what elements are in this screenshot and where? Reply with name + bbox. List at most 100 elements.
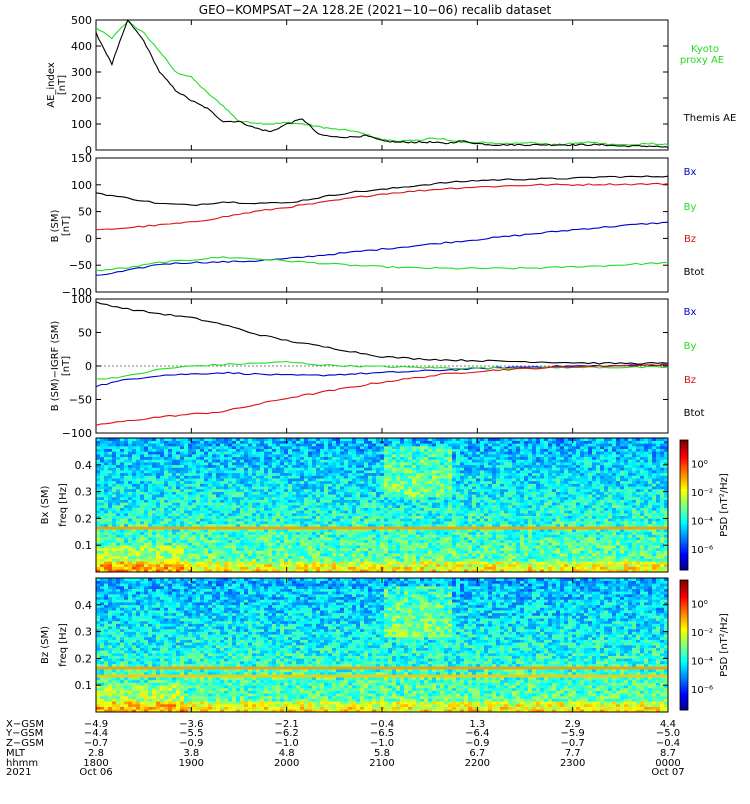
bx-spectrogram-cell bbox=[212, 457, 216, 460]
bx-spectrogram-cell bbox=[200, 548, 204, 551]
bx-spectrogram-cell bbox=[284, 510, 288, 513]
bx-spectrogram-cell bbox=[164, 521, 168, 524]
bx-spectrogram-cell bbox=[96, 500, 100, 503]
bx-spectrogram-cell bbox=[152, 470, 156, 473]
bx-spectrogram-cell bbox=[456, 457, 460, 460]
bx-spectrogram-cell bbox=[116, 497, 120, 500]
bx-spectrogram-cell bbox=[380, 470, 384, 473]
bx-spectrogram-cell bbox=[472, 513, 476, 516]
bx-spectrogram-cell bbox=[344, 502, 348, 505]
bx-spectrogram-cell bbox=[456, 524, 460, 527]
bx-spectrogram-cell bbox=[264, 518, 268, 521]
bx-spectrogram-cell bbox=[300, 497, 304, 500]
bx-spectrogram-cell bbox=[264, 540, 268, 543]
bx-spectrogram-cell bbox=[252, 454, 256, 457]
bx-spectrogram-cell bbox=[144, 494, 148, 497]
bx-spectrogram-cell bbox=[292, 551, 296, 554]
bx-spectrogram-cell bbox=[284, 561, 288, 564]
bx-spectrogram-cell bbox=[468, 545, 472, 548]
bx-spectrogram-cell bbox=[184, 481, 188, 484]
bx-spectrogram-cell bbox=[236, 510, 240, 513]
bx-spectrogram-cell bbox=[180, 478, 184, 481]
bx-spectrogram-cell bbox=[156, 489, 160, 492]
bx-spectrogram-cell bbox=[124, 529, 128, 532]
bx-spectrogram-cell bbox=[168, 540, 172, 543]
bx-spectrogram-cell bbox=[232, 559, 236, 562]
bx-spectrogram-cell bbox=[360, 526, 364, 529]
bx-spectrogram-cell bbox=[356, 524, 360, 527]
bx-spectrogram-cell bbox=[300, 459, 304, 462]
b-sm-yunit: [nT] bbox=[61, 216, 72, 236]
bx-spectrogram-cell bbox=[272, 513, 276, 516]
bx-spectrogram-cell bbox=[164, 500, 168, 503]
bx-spectrogram-cell bbox=[372, 508, 376, 511]
bx-spectrogram-cell bbox=[304, 505, 308, 508]
bx-spectrogram-cell bbox=[364, 473, 368, 476]
bx-spectrogram-cell bbox=[420, 454, 424, 457]
bx-spectrogram-cell bbox=[244, 467, 248, 470]
bx-spectrogram-cell bbox=[192, 446, 196, 449]
bx-spectrogram-cell bbox=[340, 459, 344, 462]
bx-spectrogram-cell bbox=[204, 502, 208, 505]
bx-spectrogram-cell bbox=[212, 553, 216, 556]
bx-spectrogram-cell bbox=[424, 548, 428, 551]
bx-spectrogram-cell bbox=[152, 494, 156, 497]
bx-spectrogram-cell bbox=[428, 508, 432, 511]
bx-spectrogram-cell bbox=[380, 476, 384, 479]
bx-spectrogram-cell bbox=[360, 559, 364, 562]
bx-spectrogram-cell bbox=[272, 526, 276, 529]
bx-spectrogram-cell bbox=[220, 459, 224, 462]
bx-spectrogram-cell bbox=[192, 478, 196, 481]
bx-spectrogram-cell bbox=[196, 559, 200, 562]
bx-spectrogram-cell bbox=[184, 454, 188, 457]
bx-spectrogram-cell bbox=[332, 537, 336, 540]
bx-spectrogram-cell bbox=[216, 451, 220, 454]
bx-spectrogram-cell bbox=[244, 510, 248, 513]
bx-spectrogram-cell bbox=[324, 561, 328, 564]
bx-spectrogram-cell bbox=[424, 537, 428, 540]
bx-spectrogram-cell bbox=[180, 516, 184, 519]
bx-spectrogram-cell bbox=[388, 500, 392, 503]
bx-spectrogram-cell bbox=[280, 473, 284, 476]
bx-spectrogram-cell bbox=[340, 559, 344, 562]
bx-spectrogram-cell bbox=[300, 492, 304, 495]
bx-spectrogram-cell bbox=[412, 494, 416, 497]
bx-spectrogram-cell bbox=[212, 492, 216, 495]
bx-spectrogram-cell bbox=[236, 529, 240, 532]
bx-spectrogram-cell bbox=[392, 500, 396, 503]
bx-spectrogram-cell bbox=[348, 486, 352, 489]
bx-spectrogram-cell bbox=[192, 454, 196, 457]
bx-spectrogram-cell bbox=[136, 540, 140, 543]
bx-spectrogram-cell bbox=[184, 510, 188, 513]
bx-spectrogram-cell bbox=[256, 524, 260, 527]
bx-spectrogram-cell bbox=[132, 553, 136, 556]
bx-spectrogram-cell bbox=[372, 500, 376, 503]
bx-spectrogram-cell bbox=[428, 467, 432, 470]
bx-spectrogram-cell bbox=[428, 462, 432, 465]
bx-spectrogram-cell bbox=[100, 524, 104, 527]
bx-spectrogram-cell bbox=[200, 492, 204, 495]
bx-spectrogram-cell bbox=[408, 470, 412, 473]
bx-spectrogram-cell bbox=[280, 484, 284, 487]
bx-spectrogram-cell bbox=[184, 559, 188, 562]
bx-spectrogram-cell bbox=[376, 516, 380, 519]
bx-spectrogram-cell bbox=[352, 497, 356, 500]
bx-spectrogram-cell bbox=[176, 481, 180, 484]
bx-spectrogram-cell bbox=[416, 489, 420, 492]
bx-spectrogram-cell bbox=[232, 478, 236, 481]
bx-spectrogram-cell bbox=[468, 559, 472, 562]
bx-spectrogram-cell bbox=[120, 510, 124, 513]
bx-spectrogram-cell bbox=[124, 524, 128, 527]
bx-spectrogram-cell bbox=[344, 537, 348, 540]
bx-spectrogram-cell bbox=[104, 556, 108, 559]
bx-spectrogram-cell bbox=[460, 529, 464, 532]
bx-spectrogram-cell bbox=[432, 462, 436, 465]
bx-spectrogram-cell bbox=[336, 462, 340, 465]
bx-spectrogram-cell bbox=[472, 465, 476, 468]
bx-spectrogram-cell bbox=[416, 543, 420, 546]
bx-spectrogram-cell bbox=[484, 543, 488, 546]
bx-spectrogram-cell bbox=[100, 508, 104, 511]
bx-spectrogram-cell bbox=[368, 540, 372, 543]
bx-spectrogram-cell bbox=[480, 467, 484, 470]
bx-spectrogram-cell bbox=[248, 502, 252, 505]
